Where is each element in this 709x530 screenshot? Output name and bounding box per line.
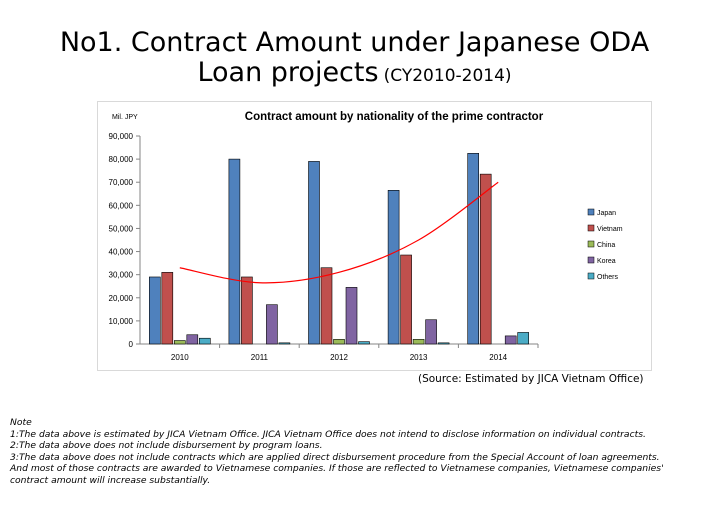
legend-label-others: Others bbox=[597, 274, 619, 281]
bar-vietnam bbox=[400, 254, 412, 345]
bar-others bbox=[358, 341, 370, 345]
legend-label-china: China bbox=[597, 242, 615, 249]
legend-label-vietnam: Vietnam bbox=[597, 226, 623, 233]
y-tick-label: 50,000 bbox=[109, 224, 134, 233]
bar-japan bbox=[308, 161, 320, 345]
bar-korea bbox=[186, 334, 199, 345]
bar-korea bbox=[345, 287, 358, 345]
trend-line bbox=[179, 181, 499, 284]
legend-label-korea: Korea bbox=[597, 258, 616, 265]
bar-china bbox=[412, 339, 425, 345]
legend-swatch-china bbox=[587, 240, 595, 248]
bar-japan bbox=[228, 158, 241, 345]
bar-vietnam bbox=[320, 267, 333, 345]
x-tick-label: 2010 bbox=[171, 353, 189, 362]
bar-vietnam bbox=[479, 173, 492, 345]
y-tick-label: 80,000 bbox=[109, 155, 134, 164]
note-line-4: And most of those contracts are awarded … bbox=[10, 463, 664, 486]
x-tick-label: 2011 bbox=[251, 353, 269, 362]
bar-japan bbox=[148, 276, 161, 345]
bar-others bbox=[517, 332, 530, 345]
bar-china bbox=[174, 340, 186, 345]
title-subtitle: (CY2010-2014) bbox=[383, 66, 512, 86]
y-tick-label: 60,000 bbox=[109, 201, 134, 210]
y-tick-label: 30,000 bbox=[109, 271, 134, 280]
note-line-1: 1:The data above is estimated by JICA Vi… bbox=[10, 428, 646, 440]
x-tick-label: 2014 bbox=[489, 353, 507, 362]
slide-title: No1. Contract Amount under Japanese ODA … bbox=[0, 28, 709, 91]
bar-japan bbox=[387, 190, 400, 345]
note-heading: Note bbox=[10, 417, 32, 428]
bar-japan bbox=[467, 153, 480, 345]
x-tick-label: 2012 bbox=[330, 353, 348, 362]
bar-others bbox=[437, 342, 450, 345]
chart-area: Contract amount by nationality of the pr… bbox=[97, 101, 652, 371]
bar-vietnam bbox=[241, 276, 253, 345]
legend-swatch-korea bbox=[587, 256, 595, 264]
legend-label-japan: Japan bbox=[597, 210, 616, 217]
bar-korea bbox=[266, 304, 278, 345]
y-tick-label: 20,000 bbox=[109, 294, 134, 303]
bar-korea bbox=[504, 335, 517, 345]
legend-swatch-others bbox=[587, 272, 595, 280]
title-line-2: Loan projects bbox=[197, 57, 379, 88]
y-tick-label: 10,000 bbox=[109, 317, 134, 326]
notes-block: Note 1:The data above is estimated by JI… bbox=[10, 417, 700, 486]
y-tick-label: 0 bbox=[129, 340, 134, 349]
note-line-3: 3:The data above does not include contra… bbox=[10, 451, 660, 463]
x-tick-label: 2013 bbox=[410, 353, 428, 362]
bar-korea bbox=[425, 319, 437, 345]
chart-title: Contract amount by nationality of the pr… bbox=[245, 111, 544, 123]
y-tick-label: 90,000 bbox=[109, 132, 134, 141]
bar-others bbox=[278, 342, 291, 345]
bar-chart: Contract amount by nationality of the pr… bbox=[109, 111, 623, 362]
bar-vietnam bbox=[161, 272, 174, 345]
bar-others bbox=[199, 337, 211, 345]
y-tick-label: 70,000 bbox=[109, 178, 134, 187]
y-axis-unit-label: Mil. JPY bbox=[112, 114, 138, 121]
source-note: (Source: Estimated by JICA Vietnam Offic… bbox=[418, 373, 644, 385]
y-tick-label: 40,000 bbox=[109, 248, 134, 257]
bar-china bbox=[333, 339, 345, 345]
legend-swatch-japan bbox=[587, 208, 595, 216]
title-line-1: No1. Contract Amount under Japanese ODA bbox=[59, 27, 650, 58]
legend-swatch-vietnam bbox=[587, 224, 595, 232]
note-line-2: 2:The data above does not include disbur… bbox=[10, 440, 323, 451]
